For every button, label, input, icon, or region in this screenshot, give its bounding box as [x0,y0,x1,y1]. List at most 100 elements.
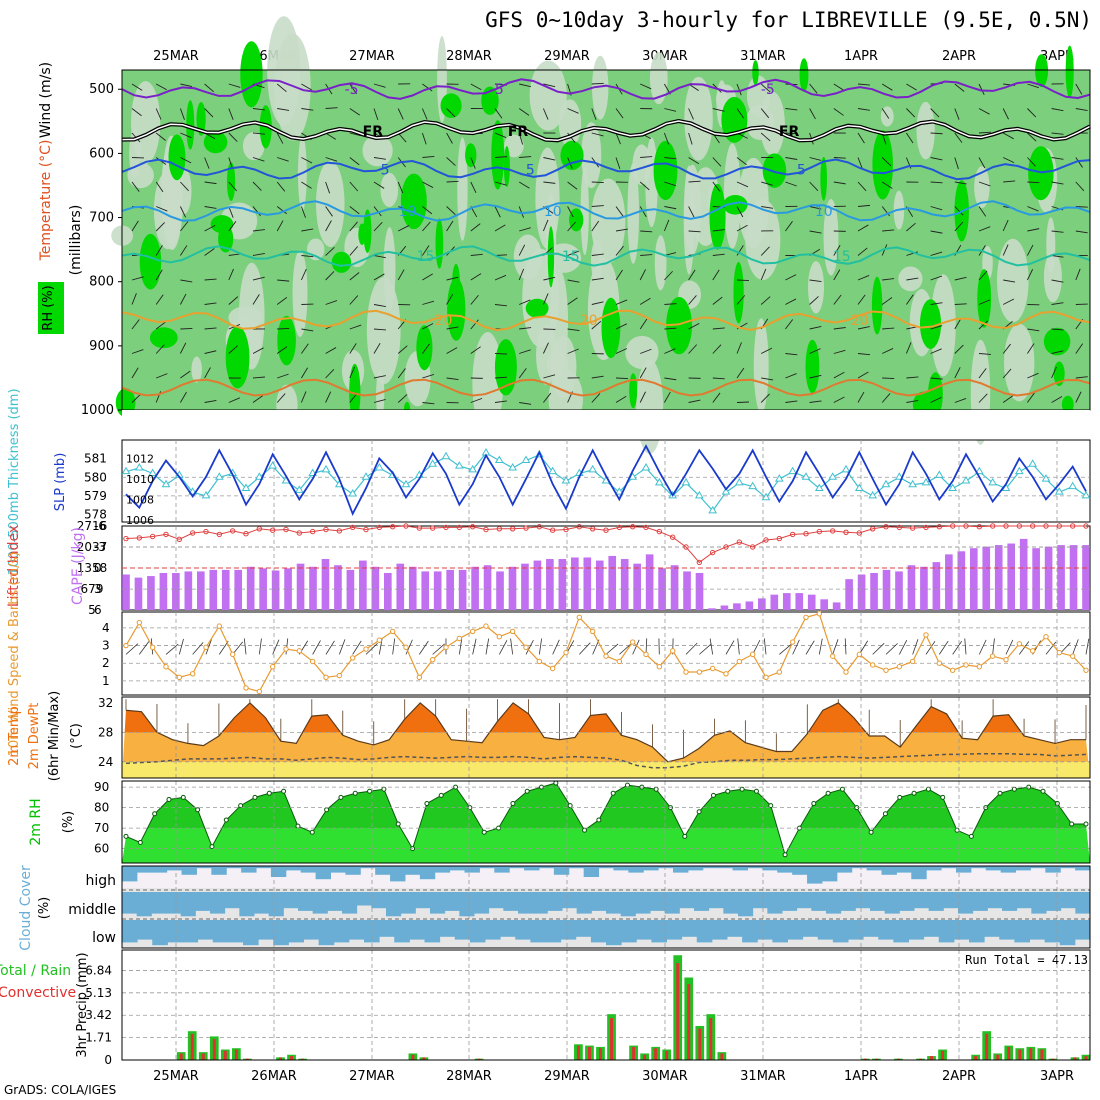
lifted-index-point [443,524,449,531]
wind-barb [761,377,774,381]
thickness-tick-label: 581 [84,452,107,466]
cloud-bar-low [273,920,289,946]
cloud-bar-low [1029,920,1046,940]
wind-barb [1002,343,1011,354]
wind-barb [156,373,168,379]
wind-barb [422,245,430,256]
cape-bar [421,571,430,610]
wind-barb [906,400,919,403]
wind-barb [1002,368,1012,379]
wind-barb [736,245,744,256]
wind-barb [664,348,676,354]
temp-axis-label-3: (6hr Min/Max) [47,691,62,781]
rh-moist-patch [525,298,549,318]
wind-barb [881,393,891,403]
precip-convective-bar [290,1056,293,1060]
rh-moist-patch [196,102,206,136]
thickness-point [268,461,278,469]
wind-barb [277,157,289,162]
wind-barb [180,391,187,403]
cloud-bar-high [1000,866,1017,873]
wind10m-point [936,660,943,666]
cape-bar [371,566,380,610]
wind-barb [567,279,580,283]
cape-bar [957,551,966,610]
thickness-tick-label: 579 [84,489,107,503]
wind-barb [277,108,290,111]
wind-barb [1051,181,1064,185]
cape-bar [396,563,405,610]
wind-barb [204,302,217,305]
precip-convective-bar [687,984,691,1060]
cape-bar [496,571,504,610]
wind-barb [591,393,601,403]
rh-dry-patch [546,349,569,378]
precip-convective-bar [643,1054,647,1060]
wind-barb [954,221,964,232]
wind-barb [325,220,332,232]
wind-barb [591,132,604,137]
wind10m-barb [832,639,839,655]
rh-dry-patch [292,250,308,337]
thickness-point [841,464,851,473]
precip-convective-bar [234,1049,238,1060]
precip-tick-label: 1.71 [85,1031,112,1045]
wind-barb [712,344,722,354]
thickness-point [1081,490,1091,499]
wind-barb [639,297,651,305]
lifted-index-point [936,524,943,530]
wind10m-barb [579,642,591,655]
thickness-point [361,472,371,480]
wind-barb [131,276,144,281]
wind-barb [494,181,507,186]
wind-barb [301,228,314,232]
wind-barb [325,246,335,256]
temp-tick-label: 32 [98,696,113,710]
cape-tick-label: 2037 [77,540,108,554]
rh-dry-patch [683,165,695,275]
wind10m-barb [552,639,560,655]
wind10m-tick-label: 4 [102,621,110,635]
lifted-index-point [216,531,223,538]
precip-tick-label: 5.13 [85,986,112,1000]
wind-barb [228,157,233,170]
cloud-bar-high [911,866,927,880]
cloud-bar-low [832,920,849,943]
cape-bar [521,563,529,610]
wind10m-point [376,637,383,643]
lifted-index-point [949,523,956,529]
temp-axis-label-2: 2m DewPt [27,703,42,770]
wind-barb [494,376,508,379]
cape-bar [770,594,779,610]
lifted-index-tick-label: -3 [94,540,106,554]
wind10m-point [709,665,716,672]
isotherm-label: FR [779,124,800,140]
lifted-index-point [149,533,156,540]
precip-convective-bar [654,1048,658,1060]
cape-bar [334,565,342,610]
cloud-bar-middle [972,892,988,911]
lifted-index-point [789,531,796,538]
wind-barb [1027,108,1037,118]
wind-barb [228,397,241,403]
wind10m-point [989,653,996,659]
slp-tick-label: 1012 [126,452,154,465]
thickness-point [1054,487,1064,495]
wind-barb [446,132,453,144]
thickness-point [428,459,438,467]
wind10m-barb [432,643,445,655]
wind-barb [373,255,386,259]
wind-barb [446,377,459,381]
bottom-x-tick-label: 29MAR [544,1069,590,1084]
wind10m-barb [165,643,179,655]
lifted-index-point [523,525,529,531]
rh-dry-patch [191,356,202,383]
wind10m-point [883,667,889,673]
thickness-point [694,490,704,499]
cloud-bar-low [137,920,153,940]
top-x-tick-label: 28MAR [446,49,492,64]
precip-convective-bar [610,1018,613,1060]
wind10m-point [723,671,729,677]
thickness-point [974,466,984,475]
wind-barb [1075,181,1085,192]
